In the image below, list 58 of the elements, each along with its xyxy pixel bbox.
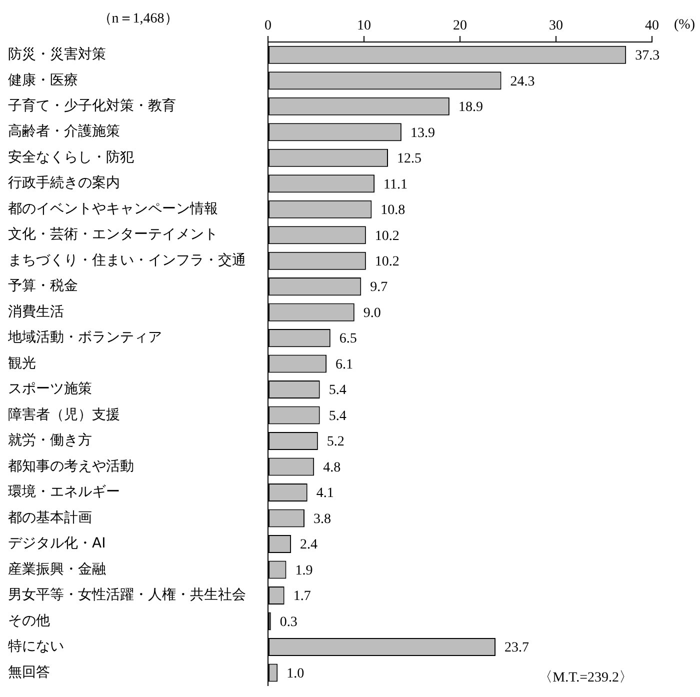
y-tick-label: 都知事の考えや活動 [8, 458, 134, 474]
y-tick-label: 地域活動・ボランティア [7, 330, 162, 346]
data-label: 5.2 [326, 434, 344, 450]
x-axis-title: (%) [674, 18, 696, 33]
data-label: 5.4 [328, 408, 346, 424]
y-tick-label: 無回答 [8, 664, 50, 680]
data-label: 1.0 [286, 666, 304, 682]
data-label: 3.8 [313, 512, 331, 527]
data-label: 24.3 [510, 74, 535, 90]
annotation: 〈M.T.=239.2〉 [538, 669, 633, 686]
data-label: 13.9 [410, 126, 435, 141]
y-tick-label: 都のイベントやキャンペーン情報 [8, 200, 218, 217]
y-tick-label: 消費生活 [8, 304, 64, 320]
data-label: 1.7 [293, 589, 311, 604]
y-tick-label: デジタル化・AI [8, 536, 106, 552]
y-tick-label: 子育て・少子化対策・教育 [8, 97, 176, 114]
y-tick-label: 産業振興・金融 [8, 561, 106, 578]
data-label: 12.5 [397, 152, 422, 167]
text: （n＝1,468） [98, 12, 178, 27]
data-label: 1.9 [295, 563, 313, 578]
data-label: 10.2 [374, 228, 400, 244]
y-tick-label: 予算・税金 [8, 278, 78, 294]
x-tick-label: 0 [264, 18, 272, 34]
data-label: 4.8 [323, 460, 341, 476]
y-tick-label: 男女平等・女性活躍・人権・共生社会 [8, 587, 246, 604]
y-tick-label: 高齢者・介護施策 [8, 124, 120, 140]
data-label: 11.1 [384, 177, 408, 192]
data-label: 37.3 [635, 48, 660, 64]
x-tick-label: 20 [453, 18, 467, 34]
data-label: 2.4 [300, 538, 318, 553]
y-tick-label: その他 [8, 612, 50, 629]
y-tick-label: まちづくり・住まい・インフラ・交通 [8, 252, 246, 268]
data-label: 5.4 [328, 383, 346, 398]
y-tick-label: 観光 [8, 355, 36, 372]
data-label: 9.7 [370, 280, 388, 296]
y-tick-label: 環境・エネルギー [8, 484, 120, 500]
data-label: 10.8 [380, 203, 406, 218]
y-tick-label: 安全なくらし・防犯 [8, 149, 134, 166]
data-label: 0.3 [280, 614, 298, 630]
data-label: 23.7 [504, 640, 530, 656]
data-label: 9.0 [363, 306, 381, 321]
y-tick-label: 障害者（児）支援 [8, 406, 120, 423]
y-tick-label: 防災・災害対策 [8, 46, 106, 63]
x-tick-label: 40 [645, 18, 659, 34]
y-tick-label: スポーツ施策 [8, 381, 92, 398]
y-tick-label: 特にない [8, 638, 64, 655]
x-tick-label: 10 [357, 18, 371, 34]
data-label: 6.5 [339, 332, 357, 347]
y-tick-label: 健康・医療 [8, 72, 78, 88]
data-label: 10.2 [374, 254, 400, 270]
data-label: 18.9 [458, 100, 483, 116]
y-tick-label: 都の基本計画 [8, 510, 92, 526]
x-tick-label: 30 [549, 18, 563, 34]
y-tick-label: 就労・働き方 [8, 432, 92, 449]
data-label: 6.1 [336, 357, 354, 372]
y-tick-label: 文化・芸術・エンターテイメント [8, 226, 218, 243]
data-label: 4.1 [316, 486, 334, 502]
y-tick-label: 行政手続きの案内 [8, 174, 120, 192]
